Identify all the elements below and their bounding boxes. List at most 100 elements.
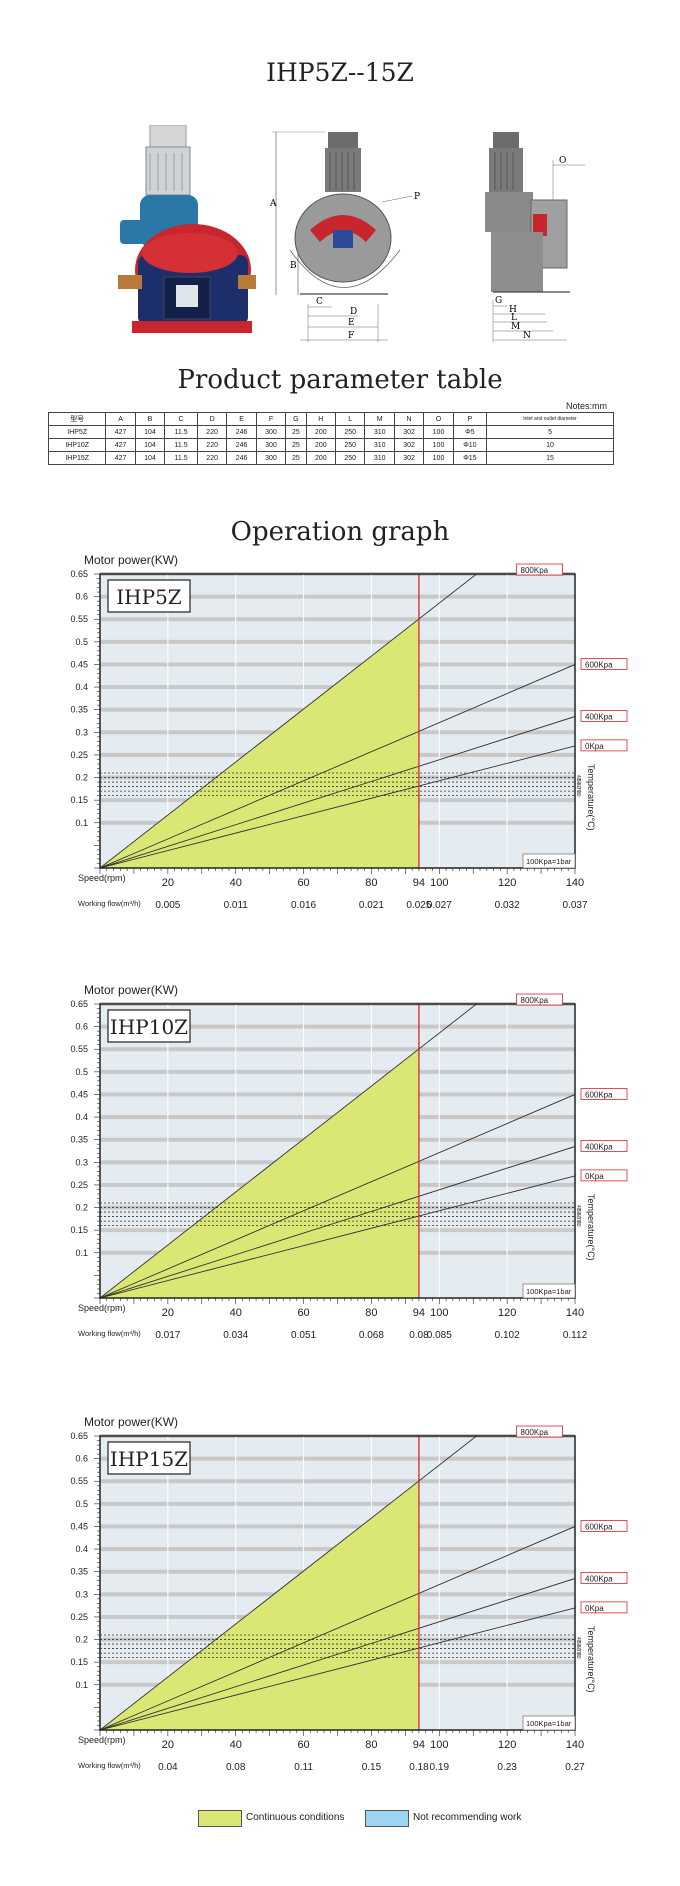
x-axis-label: Speed(rpm) [78, 1735, 126, 1745]
table-cell: 25 [285, 451, 307, 465]
note-box [522, 1715, 576, 1731]
table-cell: 302 [393, 451, 425, 465]
grid-band [100, 594, 575, 599]
y-tick-label: 0.4 [75, 1544, 88, 1554]
chart-title-box [107, 579, 191, 613]
series-label-box [580, 1140, 628, 1152]
x-tick-label: 94 [413, 1739, 425, 1751]
flow-tick-label: 0.021 [359, 900, 384, 910]
flow-tick-label: 0.005 [155, 900, 180, 910]
y-tick-label: 0.25 [70, 750, 88, 760]
x-tick-label: 140 [566, 1739, 584, 1751]
grid-band [100, 1047, 575, 1052]
x-tick-label: 94 [413, 1307, 425, 1319]
table-cell: 11.5 [164, 438, 198, 452]
series-line [100, 1175, 575, 1298]
operation-chart-ihp5z: 800Kpa 600Kpa 400Kpa 0Kpa 0.1 0.15 0.2 0.25 0.3 0… [70, 553, 628, 910]
series-line [100, 574, 478, 868]
table-cell: 100 [423, 438, 454, 452]
table-cell: 310 [364, 451, 395, 465]
y-tick-label: 0.6 [75, 592, 88, 602]
col-header: 型号 [47, 412, 107, 426]
table-cell: 100 [423, 425, 454, 439]
series-line [100, 1578, 575, 1730]
legend-label-not-recommended: Not recommending work [413, 1812, 522, 1823]
flow-axis-label: Working flow(m³/h) [78, 899, 141, 908]
y-tick-label: 0.65 [70, 569, 88, 579]
table-cell: 25 [285, 425, 307, 439]
x-tick-label: 60 [297, 1739, 309, 1751]
table-cell: 246 [226, 451, 257, 465]
grid-band [100, 1092, 575, 1097]
temperature-axis-label: Temperature(°C) [586, 1194, 596, 1261]
table-cell: Φ5 [452, 425, 488, 439]
svg-text:G: G [495, 296, 502, 306]
y-tick-label: 0.65 [70, 1431, 88, 1441]
grid-band [100, 662, 575, 667]
temperature-value: 70 [575, 787, 581, 793]
y-tick-label: 0.3 [75, 1157, 88, 1167]
temperature-value: 80 [575, 1653, 581, 1659]
svg-text:C: C [316, 297, 323, 307]
table-cell: IHP5Z [47, 425, 107, 439]
y-tick-label: 0.5 [75, 637, 88, 647]
flow-tick-label: 0.19 [430, 1762, 450, 1772]
svg-text:H: H [509, 305, 517, 315]
table-cell: Φ15 [452, 451, 488, 465]
table-cell: 11.5 [164, 425, 198, 439]
series-line [100, 1146, 575, 1298]
table-row: IHP15Z 427 104 11.5 220 246 300 25 200 250 310 302 1… [47, 451, 614, 465]
grid-band [100, 617, 575, 622]
x-tick-label: 20 [162, 1739, 174, 1751]
x-tick-label: 20 [162, 1307, 174, 1319]
col-header: B [134, 412, 166, 426]
flow-tick-label: 0.112 [563, 1330, 588, 1340]
y-axis-label: Motor power(KW) [84, 983, 178, 997]
y-tick-label: 0.5 [75, 1499, 88, 1509]
table-cell: 300 [255, 425, 287, 439]
x-tick-label: 140 [566, 1307, 584, 1319]
temperature-value: 60 [575, 1645, 581, 1651]
x-axis-label: Speed(rpm) [78, 873, 126, 883]
note-label: 100Kpa=1bar [526, 1287, 572, 1296]
chart-title-box [107, 1441, 191, 1475]
table-cell: 220 [196, 451, 228, 465]
x-tick-label: 120 [498, 1739, 516, 1751]
grid-band [100, 639, 575, 644]
col-header: H [305, 412, 337, 426]
temperature-value: 40 [575, 1637, 581, 1643]
note-box [522, 853, 576, 869]
series-line [100, 664, 575, 868]
x-tick-label: 80 [365, 1739, 377, 1751]
temperature-value: 70 [575, 1217, 581, 1223]
y-tick-label: 0.45 [70, 1521, 88, 1531]
y-tick-label: 0.35 [70, 705, 88, 715]
table-cell: 15 [486, 451, 614, 465]
chart-legend: Continuous conditions Not recommending w… [0, 1809, 680, 1829]
temperature-value: 80 [575, 1221, 581, 1227]
y-tick-label: 0.65 [70, 999, 88, 1009]
series-label: 600Kpa [585, 660, 613, 669]
y-tick-label: 0.25 [70, 1612, 88, 1622]
chart-title: IHP5Z [116, 585, 182, 609]
series-line [100, 716, 575, 868]
operation-chart-ihp10z: 800Kpa 600Kpa 400Kpa 0Kpa 0.1 0.15 0.2 0.25 0.3 0… [70, 983, 628, 1340]
series-label-box [516, 563, 563, 576]
svg-text:F: F [348, 331, 354, 341]
series-label: 400Kpa [585, 1142, 613, 1151]
y-tick-label: 0.2 [75, 773, 88, 783]
y-tick-label: 0.35 [70, 1567, 88, 1577]
note-label: 100Kpa=1bar [526, 1719, 572, 1728]
series-label-box [580, 739, 628, 752]
y-tick-label: 0.3 [75, 1589, 88, 1599]
x-axis-label: Speed(rpm) [78, 1303, 126, 1313]
table-cell: 10 [486, 438, 614, 452]
flow-tick-label: 0.08 [226, 1762, 246, 1772]
flow-tick-label: 0.011 [224, 900, 249, 910]
flow-tick-label: 0.025 [406, 900, 431, 910]
y-tick-label: 0.25 [70, 1180, 88, 1190]
x-tick-label: 80 [365, 877, 377, 889]
series-line [100, 1607, 575, 1730]
table-cell: 104 [134, 438, 166, 452]
series-line [100, 1094, 575, 1298]
